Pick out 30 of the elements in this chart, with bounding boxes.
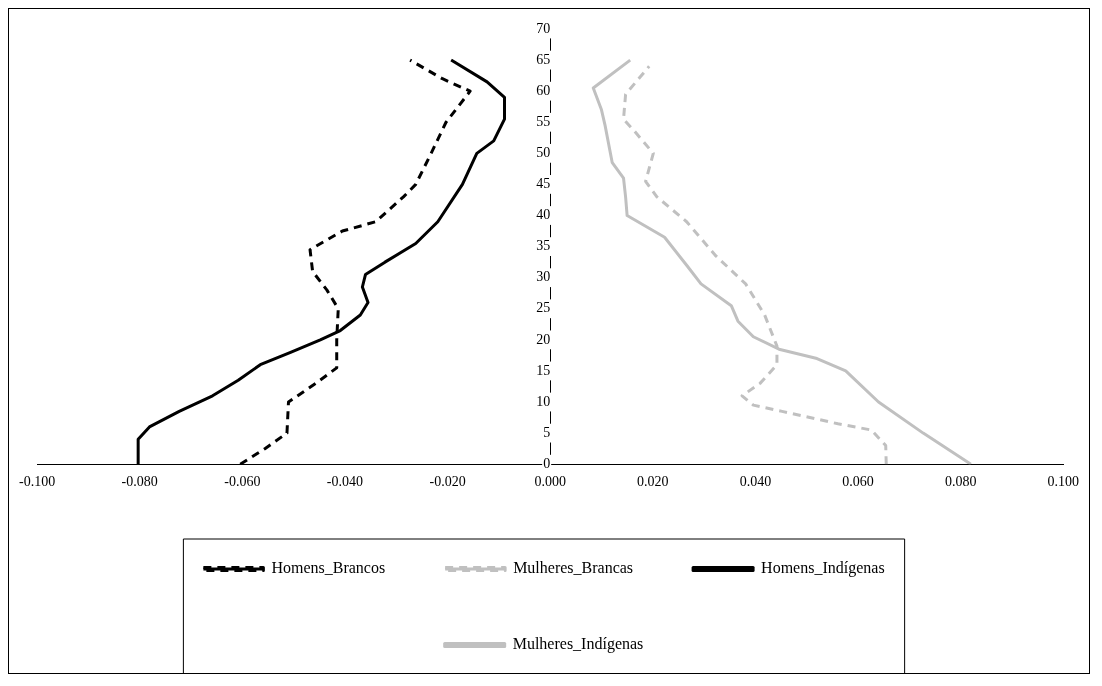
x-tick-label: -0.100 <box>19 474 56 490</box>
x-tick-label: 0.020 <box>637 474 669 490</box>
x-tick-label: -0.040 <box>326 474 364 490</box>
x-tick-label: -0.080 <box>121 474 158 490</box>
y-tick-label: 30 <box>536 269 551 285</box>
legend-label: Homens_Brancos <box>271 559 386 577</box>
y-tick-label: 45 <box>536 176 551 192</box>
y-tick-label: 55 <box>536 113 551 129</box>
y-tick-label: 25 <box>536 300 551 316</box>
x-tick-label: 0.100 <box>1047 474 1079 490</box>
y-tick-label: 20 <box>536 331 551 347</box>
x-tick-label: 0.040 <box>739 474 772 490</box>
y-tick-label: 15 <box>536 362 551 378</box>
y-tick-label: 65 <box>536 51 551 67</box>
x-tick-label: 0.060 <box>842 474 874 490</box>
legend-label: Homens_Indígenas <box>761 559 885 578</box>
y-tick-label: 5 <box>543 424 551 440</box>
x-tick-label: -0.060 <box>224 474 261 490</box>
y-tick-label: 35 <box>536 238 551 254</box>
y-tick-label: 0 <box>543 455 551 471</box>
legend-label: Mulheres_Indígenas <box>512 635 644 654</box>
y-tick-label: 40 <box>536 207 551 223</box>
y-tick-label: 50 <box>536 145 551 161</box>
legend-label: Mulheres_Brancas <box>513 559 634 577</box>
y-tick-label: 70 <box>536 20 551 36</box>
x-tick-label: 0.000 <box>534 474 566 490</box>
x-tick-label: 0.080 <box>944 474 977 490</box>
y-tick-label: 60 <box>536 82 551 98</box>
x-tick-label: -0.020 <box>429 474 466 490</box>
y-tick-label: 10 <box>536 393 551 409</box>
